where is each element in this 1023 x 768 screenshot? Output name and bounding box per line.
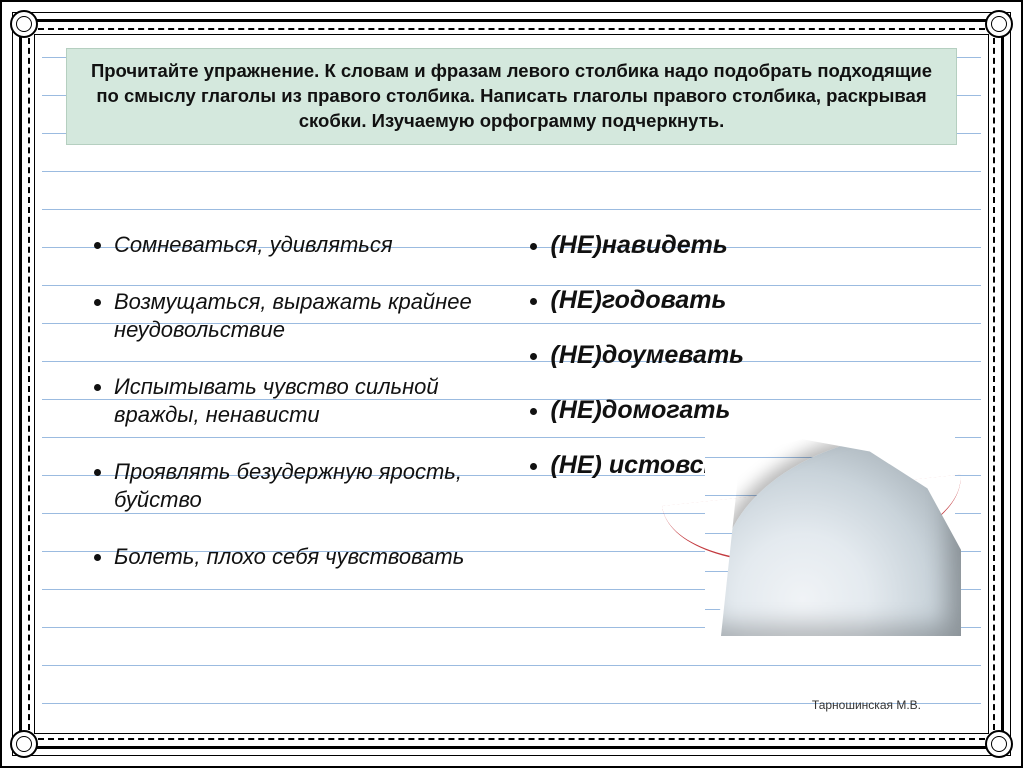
list-item: (НЕ)домогать xyxy=(551,396,948,425)
corner-ornament xyxy=(985,730,1013,758)
list-item: Испытывать чувство сильной вражды, ненав… xyxy=(114,373,511,428)
list-item: (НЕ)навидеть xyxy=(551,231,948,260)
corner-ornament xyxy=(10,10,38,38)
list-item: Проявлять безудержную ярость, буйство xyxy=(114,458,511,513)
list-item: (НЕ) истовствовать xyxy=(551,451,948,480)
list-item: Болеть, плохо себя чувствовать xyxy=(114,543,511,571)
inner-border: Прочитайте упражнение. К словам и фразам… xyxy=(12,12,1011,756)
list-item: (НЕ)годовать xyxy=(551,286,948,315)
right-column: (НЕ)навидеть (НЕ)годовать (НЕ)доумевать … xyxy=(511,231,948,601)
two-column-content: Сомневаться, удивляться Возмущаться, выр… xyxy=(92,231,947,601)
lined-paper-background: Прочитайте упражнение. К словам и фразам… xyxy=(42,42,981,726)
left-column: Сомневаться, удивляться Возмущаться, выр… xyxy=(92,231,511,601)
instruction-header: Прочитайте упражнение. К словам и фразам… xyxy=(66,48,957,145)
list-item: Возмущаться, выражать крайнее неудовольс… xyxy=(114,288,511,343)
corner-ornament xyxy=(985,10,1013,38)
author-footer: Тарношинская М.В. xyxy=(812,698,921,712)
list-item: (НЕ)доумевать xyxy=(551,341,948,370)
outer-frame: Прочитайте упражнение. К словам и фразам… xyxy=(0,0,1023,768)
corner-ornament xyxy=(10,730,38,758)
ornamental-border: Прочитайте упражнение. К словам и фразам… xyxy=(19,19,1004,749)
list-item: Сомневаться, удивляться xyxy=(114,231,511,259)
